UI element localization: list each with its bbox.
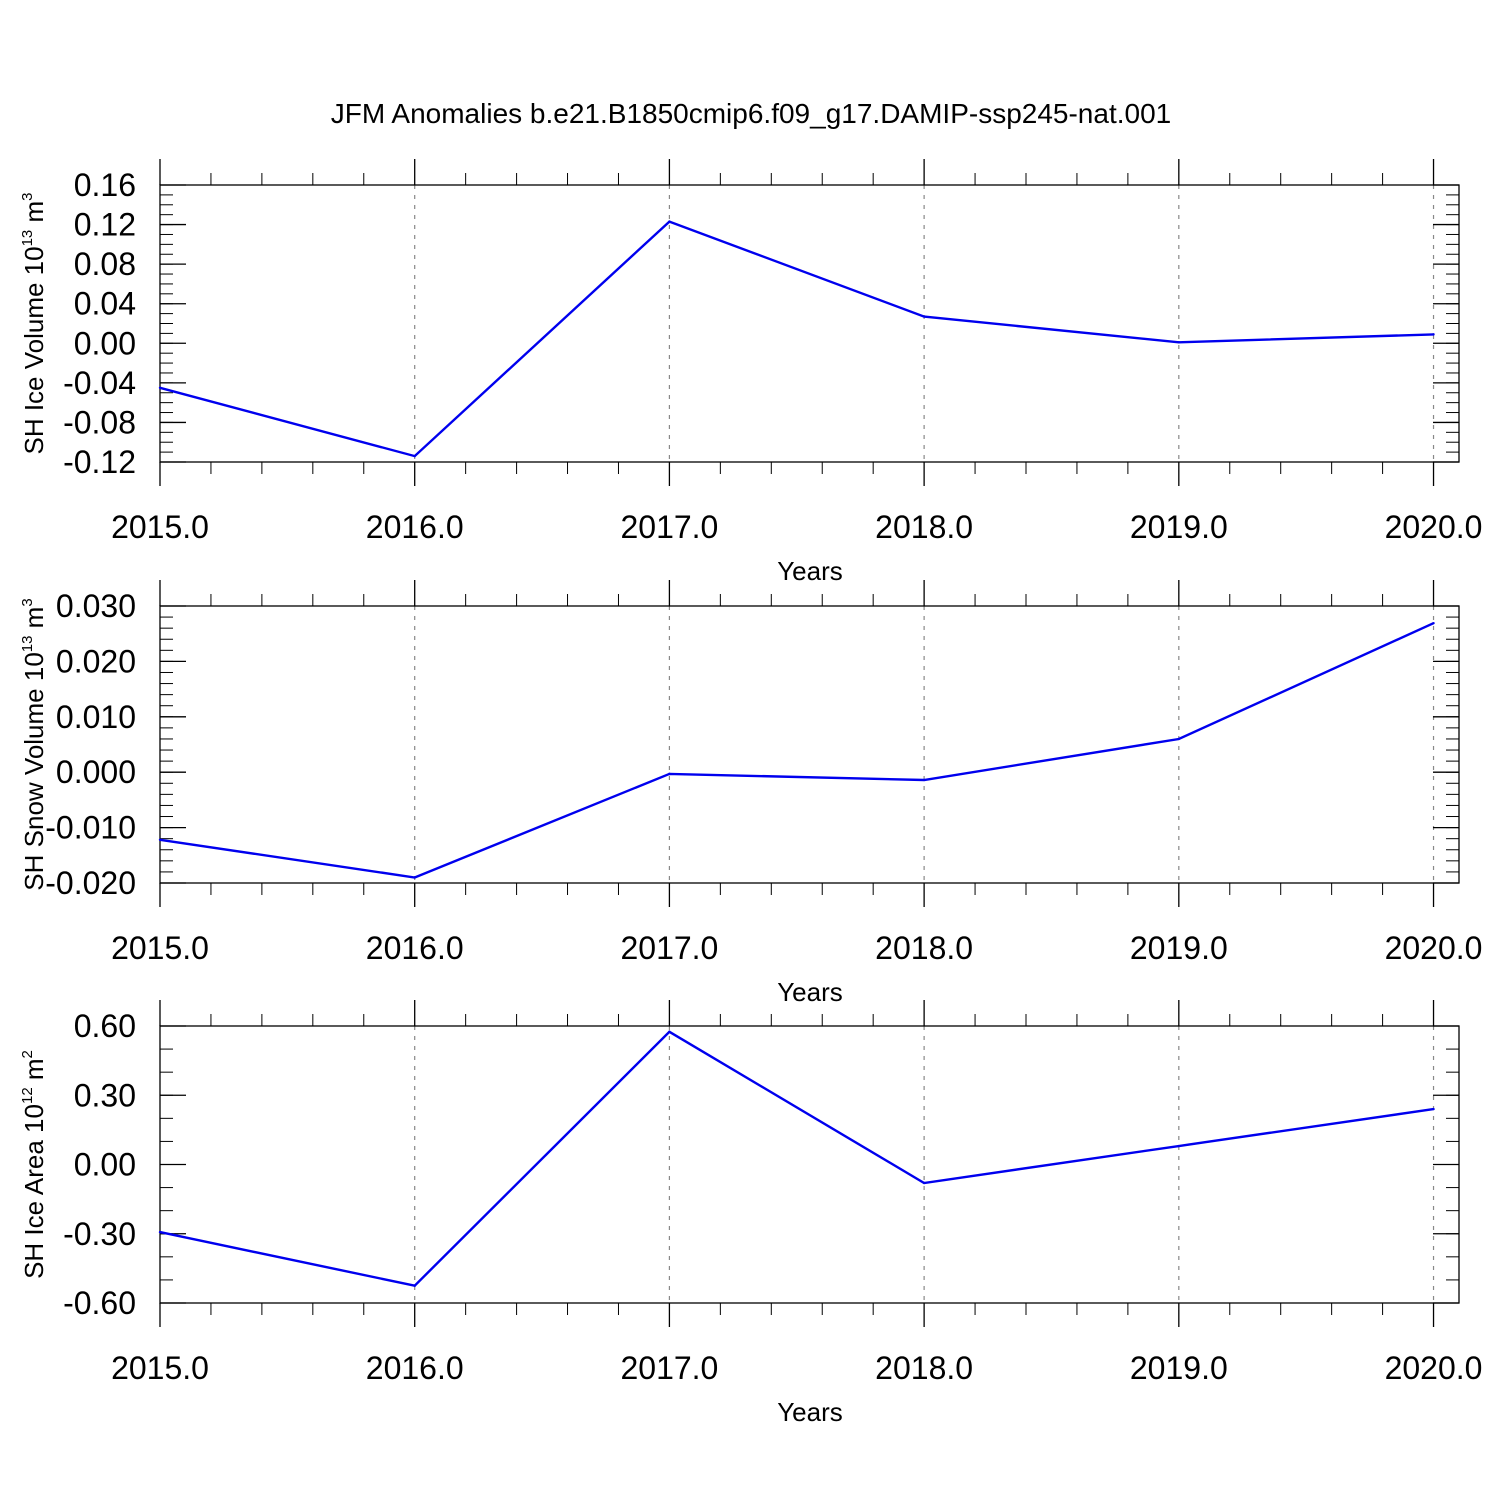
x-axis-label: Years: [777, 977, 843, 1007]
x-tick-label: 2017.0: [620, 930, 718, 966]
chart-title: JFM Anomalies b.e21.B1850cmip6.f09_g17.D…: [331, 98, 1171, 129]
y-tick-label: -0.08: [63, 404, 136, 440]
y-tick-label: -0.020: [45, 865, 136, 901]
x-tick-label: 2019.0: [1130, 1350, 1228, 1386]
x-tick-label: 2018.0: [875, 1350, 973, 1386]
y-tick-label: 0.04: [74, 286, 136, 322]
y-tick-label: -0.12: [63, 444, 136, 480]
y-tick-label: 0.020: [56, 643, 136, 679]
chart-panel-2: 2015.0 2016.0 2017.0 2018.0 2019.0 2020.0 -0.0…: [19, 580, 1482, 1007]
x-axis-label: Years: [777, 556, 843, 586]
y-tick-label: 0.00: [74, 325, 136, 361]
x-tick-label: 2019.0: [1130, 509, 1228, 545]
data-point: [413, 876, 416, 879]
y-tick-label: 0.60: [74, 1008, 136, 1044]
chart-panel-1: 2015.0 2016.0 2017.0 2018.0 2019.0 2020.0 -0.1…: [19, 159, 1482, 586]
data-point: [1432, 1107, 1435, 1111]
data-point: [158, 1230, 162, 1234]
plot-frame: [159, 605, 1460, 884]
y-tick-label: 0.12: [74, 207, 136, 243]
data-point: [1177, 1144, 1181, 1148]
x-tick-label: 2020.0: [1385, 1350, 1483, 1386]
y-tick-label: 0.08: [74, 246, 136, 282]
x-tick-label: 2017.0: [620, 509, 718, 545]
series-line: [159, 622, 1434, 879]
y-tick-label: -0.04: [63, 365, 136, 401]
data-point: [668, 1030, 671, 1033]
x-tick-label: 2016.0: [366, 930, 464, 966]
data-point: [668, 772, 671, 776]
data-point: [158, 838, 162, 841]
x-tick-label: 2020.0: [1385, 930, 1483, 966]
y-tick-label: -0.60: [63, 1285, 136, 1321]
data-point: [1432, 333, 1435, 336]
x-axis-label: Years: [777, 1397, 843, 1427]
data-point: [922, 778, 926, 782]
data-point: [922, 315, 926, 318]
x-tick-label: 2016.0: [366, 1350, 464, 1386]
y-axis-label: SH Ice Volume 1013 m3: [19, 192, 49, 454]
y-tick-label: 0.000: [56, 754, 136, 790]
y-axis-label: SH Snow Volume 1013 m3: [19, 598, 49, 890]
data-point: [1432, 621, 1435, 625]
y-tick-label: -0.010: [45, 810, 136, 846]
y-tick-label: -0.30: [63, 1216, 136, 1252]
plot-frame: [159, 184, 1460, 463]
x-tick-label: 2020.0: [1385, 509, 1483, 545]
x-tick-label: 2017.0: [620, 1350, 718, 1386]
y-tick-label: 0.00: [74, 1147, 136, 1183]
y-tick-label: 0.010: [56, 699, 136, 735]
series-line: [159, 1030, 1434, 1288]
data-point: [1177, 341, 1181, 344]
data-point: [1177, 737, 1181, 741]
x-tick-label: 2019.0: [1130, 930, 1228, 966]
data-point: [158, 386, 162, 390]
chart-panel-3: 2015.0 2016.0 2017.0 2018.0 2019.0 2020.0 -0.6…: [19, 1000, 1482, 1427]
x-tick-label: 2015.0: [111, 509, 209, 545]
x-tick-label: 2015.0: [111, 930, 209, 966]
series-line: [159, 220, 1434, 458]
x-tick-label: 2016.0: [366, 509, 464, 545]
x-tick-label: 2015.0: [111, 1350, 209, 1386]
y-tick-label: 0.030: [56, 588, 136, 624]
plot-frame: [159, 1025, 1460, 1304]
data-point: [668, 220, 671, 223]
x-tick-label: 2018.0: [875, 509, 973, 545]
data-point: [922, 1181, 926, 1185]
data-point: [413, 454, 416, 458]
x-tick-label: 2018.0: [875, 930, 973, 966]
data-point: [413, 1284, 416, 1287]
y-tick-label: 0.16: [74, 167, 136, 203]
y-tick-label: 0.30: [74, 1077, 136, 1113]
y-axis-label: SH Ice Area 1012 m2: [19, 1050, 49, 1279]
